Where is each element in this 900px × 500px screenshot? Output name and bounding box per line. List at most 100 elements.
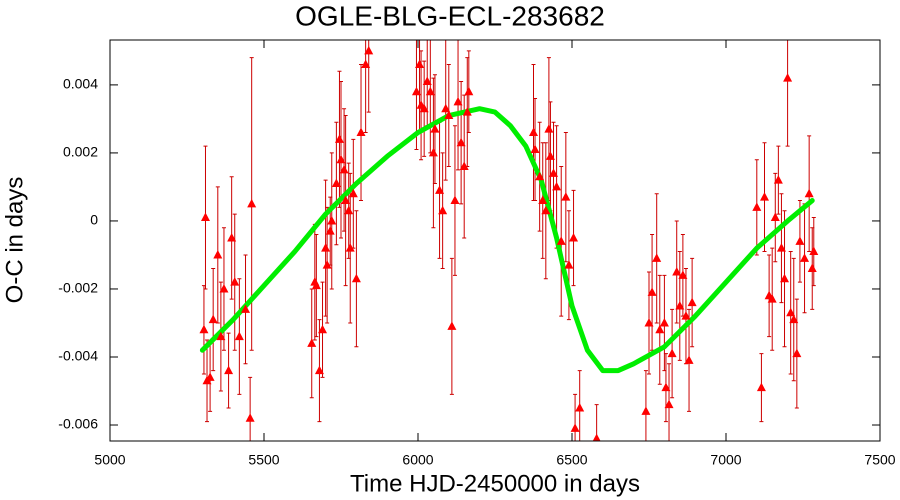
data-point	[687, 297, 697, 307]
data-point	[415, 59, 425, 68]
data-point	[456, 137, 466, 147]
data-point	[200, 212, 210, 222]
data-point	[425, 86, 435, 96]
y-tick-label: -0.004	[58, 348, 98, 364]
data-point	[321, 243, 331, 252]
data-point	[556, 236, 566, 245]
y-tick-label: 0.002	[63, 144, 98, 160]
data-point	[318, 324, 328, 334]
data-point	[336, 154, 346, 164]
data-point	[545, 151, 555, 160]
data-point	[345, 243, 355, 252]
data-point	[247, 198, 257, 208]
data-point	[339, 164, 349, 174]
data-point	[430, 124, 440, 133]
data-point	[684, 355, 694, 364]
data-point	[544, 124, 554, 133]
data-point	[789, 314, 799, 324]
data-point	[311, 280, 321, 290]
data-point	[219, 283, 229, 293]
data-point	[655, 324, 665, 334]
data-point	[644, 317, 654, 327]
y-tick-label: -0.002	[58, 280, 98, 296]
data-point	[327, 215, 337, 225]
data-point	[672, 266, 682, 276]
data-point	[230, 277, 240, 286]
data-point	[564, 260, 574, 269]
x-axis-label: Time HJD-2450000 in days	[350, 470, 640, 497]
data-point	[334, 134, 344, 143]
data-point	[760, 192, 769, 201]
data-point	[241, 304, 251, 313]
data-point	[752, 202, 762, 211]
data-point	[767, 294, 777, 303]
data-point	[780, 273, 790, 283]
data-point	[356, 127, 366, 137]
data-point	[541, 205, 551, 215]
x-tick-label: 6000	[402, 452, 433, 468]
data-point	[322, 260, 332, 269]
data-point	[450, 195, 460, 205]
data-point	[234, 331, 244, 341]
data-point	[447, 321, 457, 330]
data-point	[569, 232, 579, 242]
data-point	[535, 171, 545, 181]
data-point	[675, 300, 685, 310]
data-point	[224, 365, 234, 375]
data-point	[464, 86, 474, 96]
chart-title: OGLE-BLG-ECL-283682	[295, 0, 605, 31]
data-point	[770, 212, 780, 222]
data-point	[459, 161, 469, 171]
data-point	[661, 382, 671, 392]
x-tick-label: 5500	[248, 452, 279, 468]
data-point	[809, 246, 819, 256]
data-point	[411, 86, 421, 96]
data-point	[592, 433, 601, 441]
data-point	[786, 307, 796, 317]
data-point	[792, 348, 802, 358]
x-tick-label: 7000	[710, 452, 741, 468]
data-point	[205, 372, 215, 381]
data-point	[314, 365, 324, 375]
data-point	[422, 76, 432, 85]
data-point	[664, 399, 674, 409]
data-point	[773, 175, 783, 184]
fit-curve	[199, 106, 815, 374]
data-point	[561, 192, 571, 201]
data-point	[652, 253, 662, 262]
data-point	[575, 403, 585, 412]
y-axis-label: O-C in days	[1, 177, 28, 304]
data-point	[419, 103, 429, 113]
plot-area	[199, 40, 819, 441]
y-tick-label: 0	[90, 212, 98, 228]
data-point	[549, 168, 559, 177]
data-point	[307, 338, 317, 347]
data-point	[325, 226, 335, 235]
data-point	[351, 273, 361, 283]
data-point	[795, 236, 805, 245]
data-point	[435, 185, 445, 194]
data-point	[678, 270, 688, 279]
data-point	[245, 413, 255, 422]
data-point	[444, 110, 454, 120]
x-tick-label: 5000	[94, 452, 125, 468]
data-point	[570, 423, 580, 432]
data-point	[428, 147, 438, 157]
data-point	[364, 45, 374, 55]
data-point	[647, 287, 657, 296]
data-point	[783, 73, 793, 82]
data-point	[776, 243, 786, 252]
data-point	[216, 331, 226, 341]
data-point	[552, 181, 562, 191]
data-point	[213, 249, 223, 259]
data-point	[804, 188, 814, 198]
data-point	[208, 314, 218, 324]
data-point	[227, 232, 237, 242]
plot-frame	[109, 39, 881, 442]
data-point	[341, 195, 351, 205]
x-tick-label: 6500	[556, 452, 587, 468]
data-point	[641, 406, 651, 415]
data-point	[441, 103, 451, 113]
y-tick-label: -0.006	[58, 416, 98, 432]
